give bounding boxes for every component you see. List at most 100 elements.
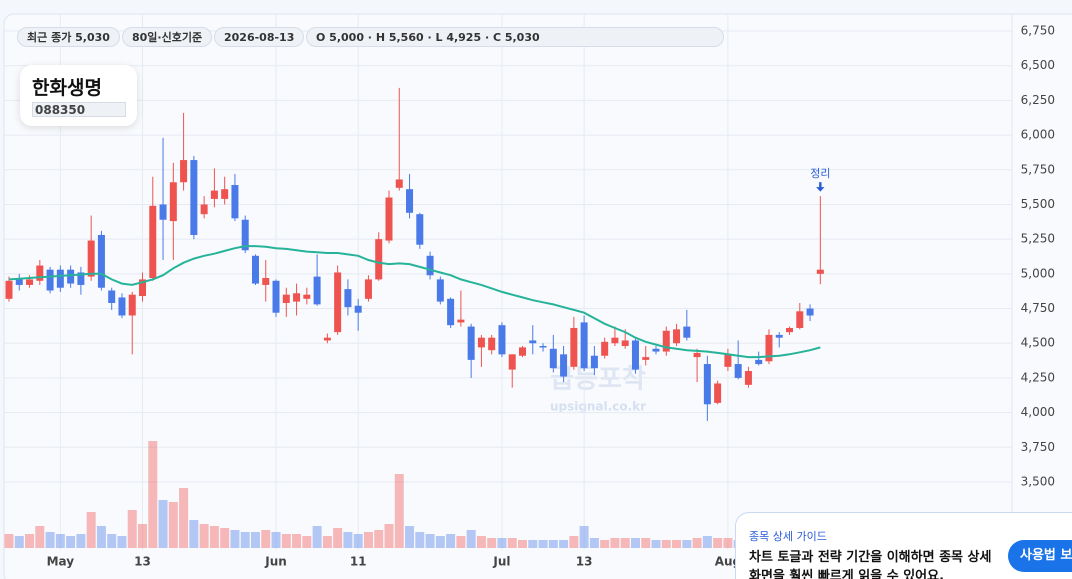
- candle-body: [313, 276, 321, 305]
- volume-bar: [569, 536, 579, 548]
- guide-title: 종목 상세 가이드: [749, 530, 827, 543]
- candle-body: [375, 239, 383, 280]
- volume-bar: [25, 534, 35, 548]
- candle-body: [46, 269, 54, 291]
- x-tick-label: Aug: [715, 555, 741, 569]
- y-tick-label: 6,750: [1021, 24, 1055, 38]
- x-tick-label: Jun: [264, 555, 287, 569]
- x-tick-label: 11: [350, 555, 367, 569]
- candle-body: [180, 160, 188, 183]
- volume-bar: [538, 540, 548, 548]
- volume-bar: [45, 532, 55, 548]
- x-tick-label: 13: [134, 555, 151, 569]
- guide-button[interactable]: 사용법 보기: [1008, 540, 1072, 572]
- volume-bar: [292, 534, 302, 548]
- candle-body: [744, 370, 752, 385]
- y-tick-label: 4,750: [1021, 301, 1055, 315]
- annotation: 정리: [810, 167, 830, 180]
- candle-body: [231, 185, 239, 219]
- candle-body: [87, 240, 95, 277]
- volume-bar: [702, 536, 712, 548]
- volume-bar: [548, 540, 558, 548]
- candle-body: [436, 279, 444, 302]
- volume-bar: [518, 540, 527, 548]
- volume-bar: [651, 540, 661, 548]
- candle-body: [426, 255, 434, 276]
- candle-body: [631, 340, 639, 370]
- candle-body: [806, 308, 814, 316]
- candle-body: [652, 348, 660, 352]
- volume-bar: [230, 530, 240, 548]
- candle-body: [56, 269, 64, 288]
- volume-bar: [466, 530, 476, 548]
- y-tick-label: 5,500: [1021, 197, 1055, 211]
- watermark-url: upsignal.co.kr: [550, 400, 646, 414]
- candle-body: [488, 337, 496, 351]
- volume-bar: [199, 524, 209, 548]
- volume-bar: [559, 540, 569, 548]
- volume-bar: [220, 528, 230, 548]
- candle-body: [642, 357, 650, 360]
- candle-body: [77, 272, 85, 285]
- volume-bar: [107, 534, 117, 548]
- candle-body: [303, 294, 311, 299]
- candle-body: [221, 189, 229, 199]
- volume-bar: [281, 534, 291, 548]
- volume-bar: [55, 534, 65, 548]
- x-tick-label: 13: [576, 555, 593, 569]
- chart-panel: [3, 13, 1072, 579]
- y-tick-label: 3,500: [1021, 475, 1055, 489]
- candle-body: [293, 293, 301, 302]
- y-tick-label: 4,250: [1021, 370, 1055, 384]
- candle-body: [508, 354, 516, 370]
- candle-body: [344, 289, 352, 308]
- chip: O 5,000 · H 5,560 · L 4,925 · C 5,030: [306, 27, 724, 47]
- volume-bar: [117, 536, 127, 548]
- candle-body: [67, 269, 75, 284]
- candle-body: [5, 280, 13, 299]
- candle-body: [282, 294, 290, 303]
- candle-body: [334, 272, 342, 333]
- candle-body: [364, 279, 372, 299]
- chip: 최근 종가 5,030: [17, 27, 120, 47]
- candle-body: [406, 189, 414, 213]
- candle-body: [159, 204, 167, 220]
- candle-body: [580, 322, 588, 369]
- volume-bar: [158, 500, 168, 548]
- candle-body: [755, 359, 763, 365]
- volume-bar: [528, 540, 538, 548]
- candle-body: [385, 197, 393, 241]
- volume-bar: [148, 441, 158, 548]
- volume-bar: [384, 524, 394, 548]
- volume-bar: [66, 536, 76, 548]
- volume-bar: [394, 474, 404, 548]
- volume-bar: [610, 538, 620, 548]
- candle-body: [703, 364, 711, 405]
- volume-bar: [487, 538, 497, 548]
- candle-body: [673, 329, 681, 344]
- y-tick-label: 3,750: [1021, 440, 1055, 454]
- volume-bar: [14, 536, 24, 548]
- volume-bar: [322, 536, 332, 548]
- candle-body: [560, 354, 568, 377]
- guide-line: 차트 토글과 전략 기간을 이해하면 종목 상세: [749, 550, 992, 565]
- candle-body: [251, 255, 259, 284]
- candle-body: [601, 341, 609, 356]
- volume-bar: [209, 526, 219, 548]
- volume-bar: [261, 530, 271, 548]
- candle-body: [36, 265, 44, 281]
- candle-body: [416, 214, 424, 245]
- candle-body: [354, 305, 362, 313]
- volume-bar: [312, 526, 322, 548]
- volume-bar: [250, 532, 260, 548]
- candle-body: [323, 337, 331, 341]
- candle-body: [786, 327, 794, 333]
- candle-body: [734, 364, 742, 378]
- volume-bar: [661, 540, 671, 548]
- volume-bar: [507, 538, 517, 548]
- candle-body: [15, 279, 23, 285]
- candle-body: [457, 319, 465, 323]
- candle-body: [570, 327, 578, 367]
- volume-bar: [353, 534, 363, 548]
